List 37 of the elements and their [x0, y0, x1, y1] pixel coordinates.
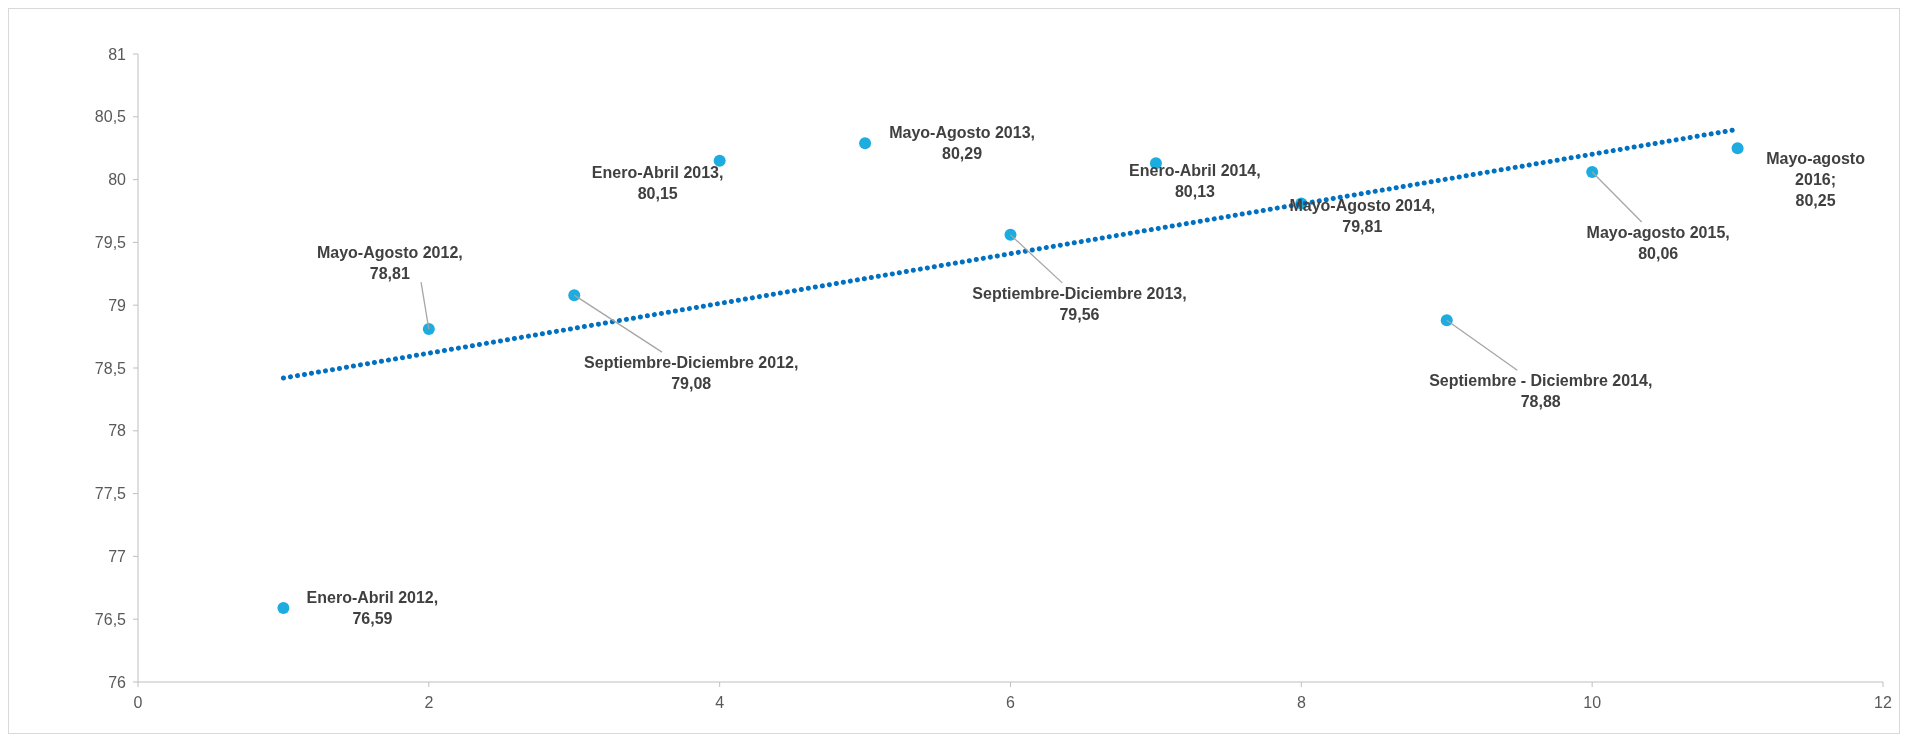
data-label: Enero-Abril 2013, 80,15 [591, 163, 724, 202]
data-label: Mayo-Agosto 2014, 79,81 [1289, 197, 1436, 236]
x-tick-label: 6 [1006, 694, 1016, 711]
x-tick-label: 2 [424, 694, 434, 711]
x-tick-label: 4 [715, 694, 725, 711]
y-tick-label: 77,5 [94, 485, 127, 503]
y-tick-label: 77 [108, 548, 127, 565]
data-label: Mayo-Agosto 2012, 78,81 [316, 243, 463, 282]
point [713, 154, 726, 167]
point [277, 601, 290, 614]
y-tick-label: 78,5 [94, 359, 127, 377]
y-tick-label: 79 [108, 296, 127, 314]
data-label: Enero-Abril 2012, 76,59 [306, 588, 439, 627]
data-label: Mayo-agosto 2015, 80,06 [1586, 223, 1730, 262]
point [1440, 314, 1453, 327]
x-tick-label: 0 [133, 694, 143, 711]
x-tick-label: 10 [1583, 694, 1602, 711]
data-label: Septiembre-Diciembre 2013, 79,56 [972, 284, 1187, 323]
point [568, 289, 581, 302]
data-label: Mayo-Agosto 2013, 80,29 [889, 123, 1035, 162]
data-label: Septiembre-Diciembre 2012, 79,08 [584, 353, 799, 392]
point [1586, 166, 1599, 179]
x-tick-label: 12 [1874, 694, 1892, 711]
data-label: Enero-Abril 2014, 80,13 [1129, 162, 1261, 201]
y-tick-label: 81 [108, 45, 127, 63]
point [859, 137, 872, 150]
x-tick-label: 8 [1296, 694, 1306, 711]
point [1731, 142, 1744, 155]
point [422, 323, 435, 336]
y-tick-label: 76 [108, 673, 127, 691]
data-label: Mayo-agosto 2016; 80,25 [1766, 150, 1866, 210]
y-tick-label: 80 [108, 171, 127, 189]
y-tick-label: 78 [108, 422, 127, 440]
y-tick-label: 80,5 [94, 108, 127, 126]
data-label: Septiembre - Diciembre 2014, 78,88 [1429, 372, 1653, 411]
y-tick-label: 76,5 [94, 610, 127, 628]
y-tick-label: 79,5 [94, 234, 127, 251]
